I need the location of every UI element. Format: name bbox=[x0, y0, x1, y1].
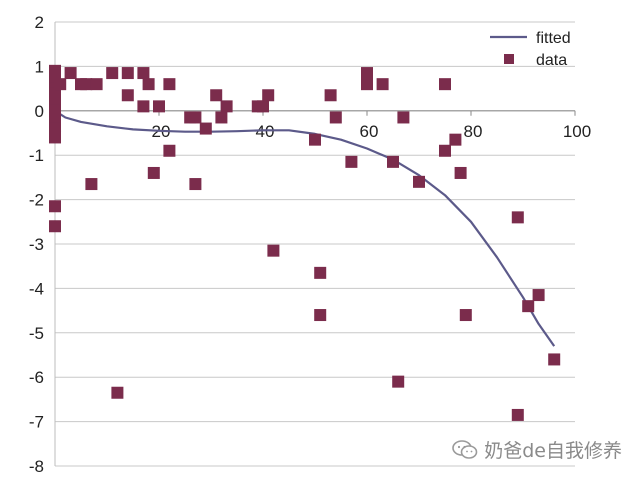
data-point bbox=[137, 100, 150, 113]
data-point bbox=[121, 67, 134, 80]
legend-fitted-label: fitted bbox=[536, 30, 571, 47]
legend-data-label: data bbox=[536, 52, 567, 69]
fitted-line bbox=[54, 109, 556, 347]
data-point bbox=[413, 175, 425, 188]
data-point bbox=[189, 111, 202, 124]
data-point bbox=[314, 309, 327, 322]
data-point bbox=[454, 166, 467, 179]
data-point bbox=[361, 78, 373, 91]
y-tick-labels: 2 1 0 -1 -2 -3 -4 -5 -6 -7 -8 bbox=[29, 13, 44, 476]
y-tick-label: 0 bbox=[35, 102, 44, 121]
data-point bbox=[459, 309, 472, 322]
data-point bbox=[111, 386, 124, 399]
y-tick-label: 1 bbox=[35, 57, 44, 76]
data-point bbox=[199, 122, 212, 135]
legend-data-swatch bbox=[504, 54, 514, 64]
data-point bbox=[147, 166, 160, 179]
data-point bbox=[439, 144, 451, 157]
y-tick-label: -1 bbox=[29, 146, 44, 165]
data-point bbox=[85, 178, 98, 191]
data-point bbox=[548, 353, 561, 366]
data-point bbox=[142, 78, 155, 91]
data-point bbox=[361, 67, 373, 80]
data-point bbox=[532, 289, 545, 302]
x-tick-labels: 020406080100 bbox=[52, 122, 591, 141]
data-point bbox=[345, 155, 358, 168]
data-point bbox=[64, 67, 77, 80]
legend: fitted data bbox=[490, 30, 571, 69]
data-point bbox=[329, 111, 342, 124]
x-tick-label: 80 bbox=[464, 122, 483, 141]
data-point bbox=[387, 155, 399, 168]
wechat-icon bbox=[452, 439, 478, 459]
y-tick-label: -7 bbox=[29, 413, 44, 432]
data-point bbox=[163, 78, 176, 91]
watermark: 奶爸de自我修养 bbox=[452, 436, 622, 463]
data-point bbox=[163, 144, 176, 157]
data-point bbox=[314, 266, 327, 279]
data-point bbox=[262, 89, 275, 102]
data-point bbox=[392, 375, 405, 388]
data-point bbox=[49, 200, 61, 213]
data-point bbox=[309, 133, 321, 146]
data-point bbox=[137, 67, 150, 80]
watermark-text: 奶爸de自我修养 bbox=[484, 440, 622, 462]
y-tick-label: 2 bbox=[35, 13, 44, 32]
data-point bbox=[106, 67, 119, 80]
y-tick-label: -8 bbox=[29, 457, 44, 476]
data-point bbox=[210, 89, 223, 102]
data-point bbox=[220, 100, 233, 113]
data-point bbox=[153, 100, 165, 113]
x-tick-label: 60 bbox=[360, 122, 379, 141]
data-point bbox=[439, 78, 451, 91]
y-tick-label: -5 bbox=[29, 324, 44, 343]
grid-lines bbox=[55, 21, 575, 467]
data-point bbox=[54, 78, 67, 91]
data-point bbox=[189, 178, 202, 191]
x-tick-label: 100 bbox=[563, 122, 591, 141]
data-point bbox=[397, 111, 410, 124]
data-point bbox=[49, 220, 61, 233]
data-point bbox=[49, 131, 61, 144]
data-point bbox=[90, 78, 103, 91]
y-tick-label: -6 bbox=[29, 368, 44, 387]
data-point bbox=[376, 78, 389, 91]
data-point bbox=[522, 300, 535, 313]
data-point bbox=[257, 100, 269, 113]
y-tick-label: -4 bbox=[29, 279, 44, 298]
data-point bbox=[80, 78, 93, 91]
data-point bbox=[511, 408, 524, 421]
data-point bbox=[324, 89, 337, 102]
fitted-series bbox=[54, 109, 556, 347]
data-point bbox=[121, 89, 134, 102]
data-point bbox=[449, 133, 462, 146]
data-point bbox=[215, 111, 228, 124]
y-tick-label: -3 bbox=[29, 235, 44, 254]
data-point bbox=[267, 244, 280, 257]
y-tick-label: -2 bbox=[29, 191, 44, 210]
data-series bbox=[49, 64, 561, 421]
data-point bbox=[511, 211, 524, 224]
